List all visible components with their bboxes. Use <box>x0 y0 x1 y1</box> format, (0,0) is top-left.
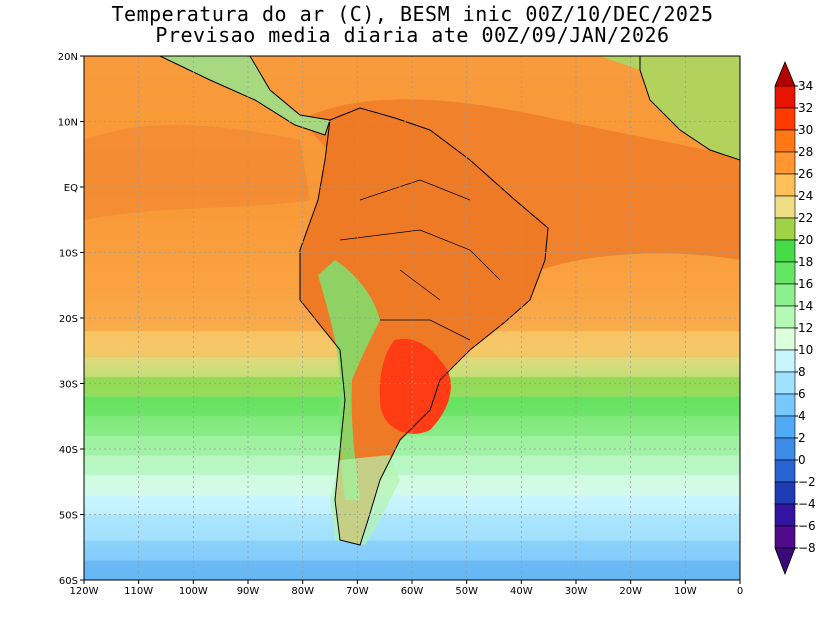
y-tick-label: 50S <box>59 511 78 522</box>
colorbar-segment <box>774 327 796 351</box>
y-tick-label: 10N <box>58 118 78 129</box>
colorbar-segment <box>774 85 796 109</box>
colorbar-label: −8 <box>798 541 816 555</box>
warm-pacific-region <box>84 125 310 220</box>
colorbar-label: 32 <box>798 101 813 115</box>
chart-title-line1: Temperatura do ar (C), BESM inic 00Z/10/… <box>111 2 714 26</box>
y-tick-label: 20S <box>59 314 78 325</box>
colorbar-label: 8 <box>798 365 806 379</box>
colorbar-segment <box>774 239 796 263</box>
colorbar-label: 10 <box>798 343 813 357</box>
colorbar-label: 4 <box>798 409 806 423</box>
x-tick-label: 30W <box>565 586 588 597</box>
x-tick-label: 80W <box>291 586 314 597</box>
colorbar-label: 34 <box>798 79 813 93</box>
colorbar-segment <box>774 503 796 527</box>
colorbar-segment <box>774 261 796 285</box>
colorbar-segment <box>774 107 796 131</box>
colorbar-segment <box>774 217 796 241</box>
temperature-band <box>84 475 740 495</box>
y-tick-label: EQ <box>64 183 78 194</box>
colorbar-segment <box>774 415 796 439</box>
colorbar-bottom-arrow <box>774 547 796 576</box>
chart-title-line2: Previsao media diaria ate 00Z/09/JAN/202… <box>155 23 670 47</box>
patagonia-cool-region <box>330 455 400 545</box>
axis-ticks: 120W 110W 100W 90W 80W 70W 60W 50W 40W 30W 20W 10W 0… <box>58 52 743 597</box>
colorbar-label: 26 <box>798 167 813 181</box>
colorbar-label: 22 <box>798 211 813 225</box>
colorbar-label: 18 <box>798 255 813 269</box>
x-tick-label: 90W <box>237 586 260 597</box>
colorbar-segment <box>774 305 796 329</box>
y-tick-label: 30S <box>59 380 78 391</box>
africa-landmass <box>600 56 740 160</box>
south-america-coastline <box>299 107 549 546</box>
temperature-band <box>84 435 740 456</box>
colorbar-segment <box>774 481 796 505</box>
map-panel <box>84 56 740 580</box>
temperature-band <box>84 560 740 580</box>
colorbar-segment <box>774 437 796 461</box>
x-tick-label: 70W <box>346 586 369 597</box>
x-tick-label: 110W <box>124 586 153 597</box>
x-tick-label: 20W <box>619 586 642 597</box>
colorbar-label: −6 <box>798 519 816 533</box>
colorbar-label: 2 <box>798 431 806 445</box>
colorbar-label: −4 <box>798 497 816 511</box>
country-borders <box>339 179 501 341</box>
y-tick-label: 20N <box>58 52 78 63</box>
colorbar-segment <box>774 151 796 175</box>
y-tick-label: 60S <box>59 576 78 587</box>
gridlines <box>84 56 740 580</box>
hot-core-region <box>379 338 451 434</box>
andes-cool-strip <box>318 260 380 500</box>
y-tick-label: 10S <box>59 249 78 260</box>
x-tick-label: 120W <box>70 586 99 597</box>
colorbar-segment <box>774 173 796 197</box>
colorbar-label: 14 <box>798 299 813 313</box>
colorbar-label: −2 <box>798 475 816 489</box>
colorbar-label: 0 <box>798 453 806 467</box>
x-tick-label: 10W <box>674 586 697 597</box>
colorbar-label: 6 <box>798 387 806 401</box>
colorbar-top-arrow <box>774 60 796 87</box>
central-america-coastline <box>159 56 331 136</box>
colorbar-label: 30 <box>798 123 813 137</box>
africa-coastline <box>639 56 740 161</box>
x-tick-label: 60W <box>401 586 424 597</box>
colorbar-segment <box>774 195 796 219</box>
colorbar-segment <box>774 371 796 395</box>
colorbar-segment <box>774 525 796 549</box>
y-tick-label: 40S <box>59 445 78 456</box>
x-tick-label: 0 <box>737 586 743 597</box>
colorbar-segment <box>774 459 796 483</box>
colorbar-label: 12 <box>798 321 813 335</box>
colorbar-label: 24 <box>798 189 813 203</box>
colorbar-segment <box>774 393 796 417</box>
colorbar-label: 16 <box>798 277 813 291</box>
colorbar-segment <box>774 129 796 153</box>
temperature-band <box>84 494 740 515</box>
colorbar-segment <box>774 349 796 373</box>
temperature-band <box>84 455 740 476</box>
colorbar-label: 20 <box>798 233 813 247</box>
x-tick-label: 50W <box>455 586 478 597</box>
colorbar-segment <box>774 283 796 307</box>
colorbar-label: 28 <box>798 145 813 159</box>
x-tick-label: 100W <box>179 586 208 597</box>
x-tick-label: 40W <box>510 586 533 597</box>
south-america-landmass <box>300 108 548 545</box>
temperature-band <box>84 540 740 561</box>
